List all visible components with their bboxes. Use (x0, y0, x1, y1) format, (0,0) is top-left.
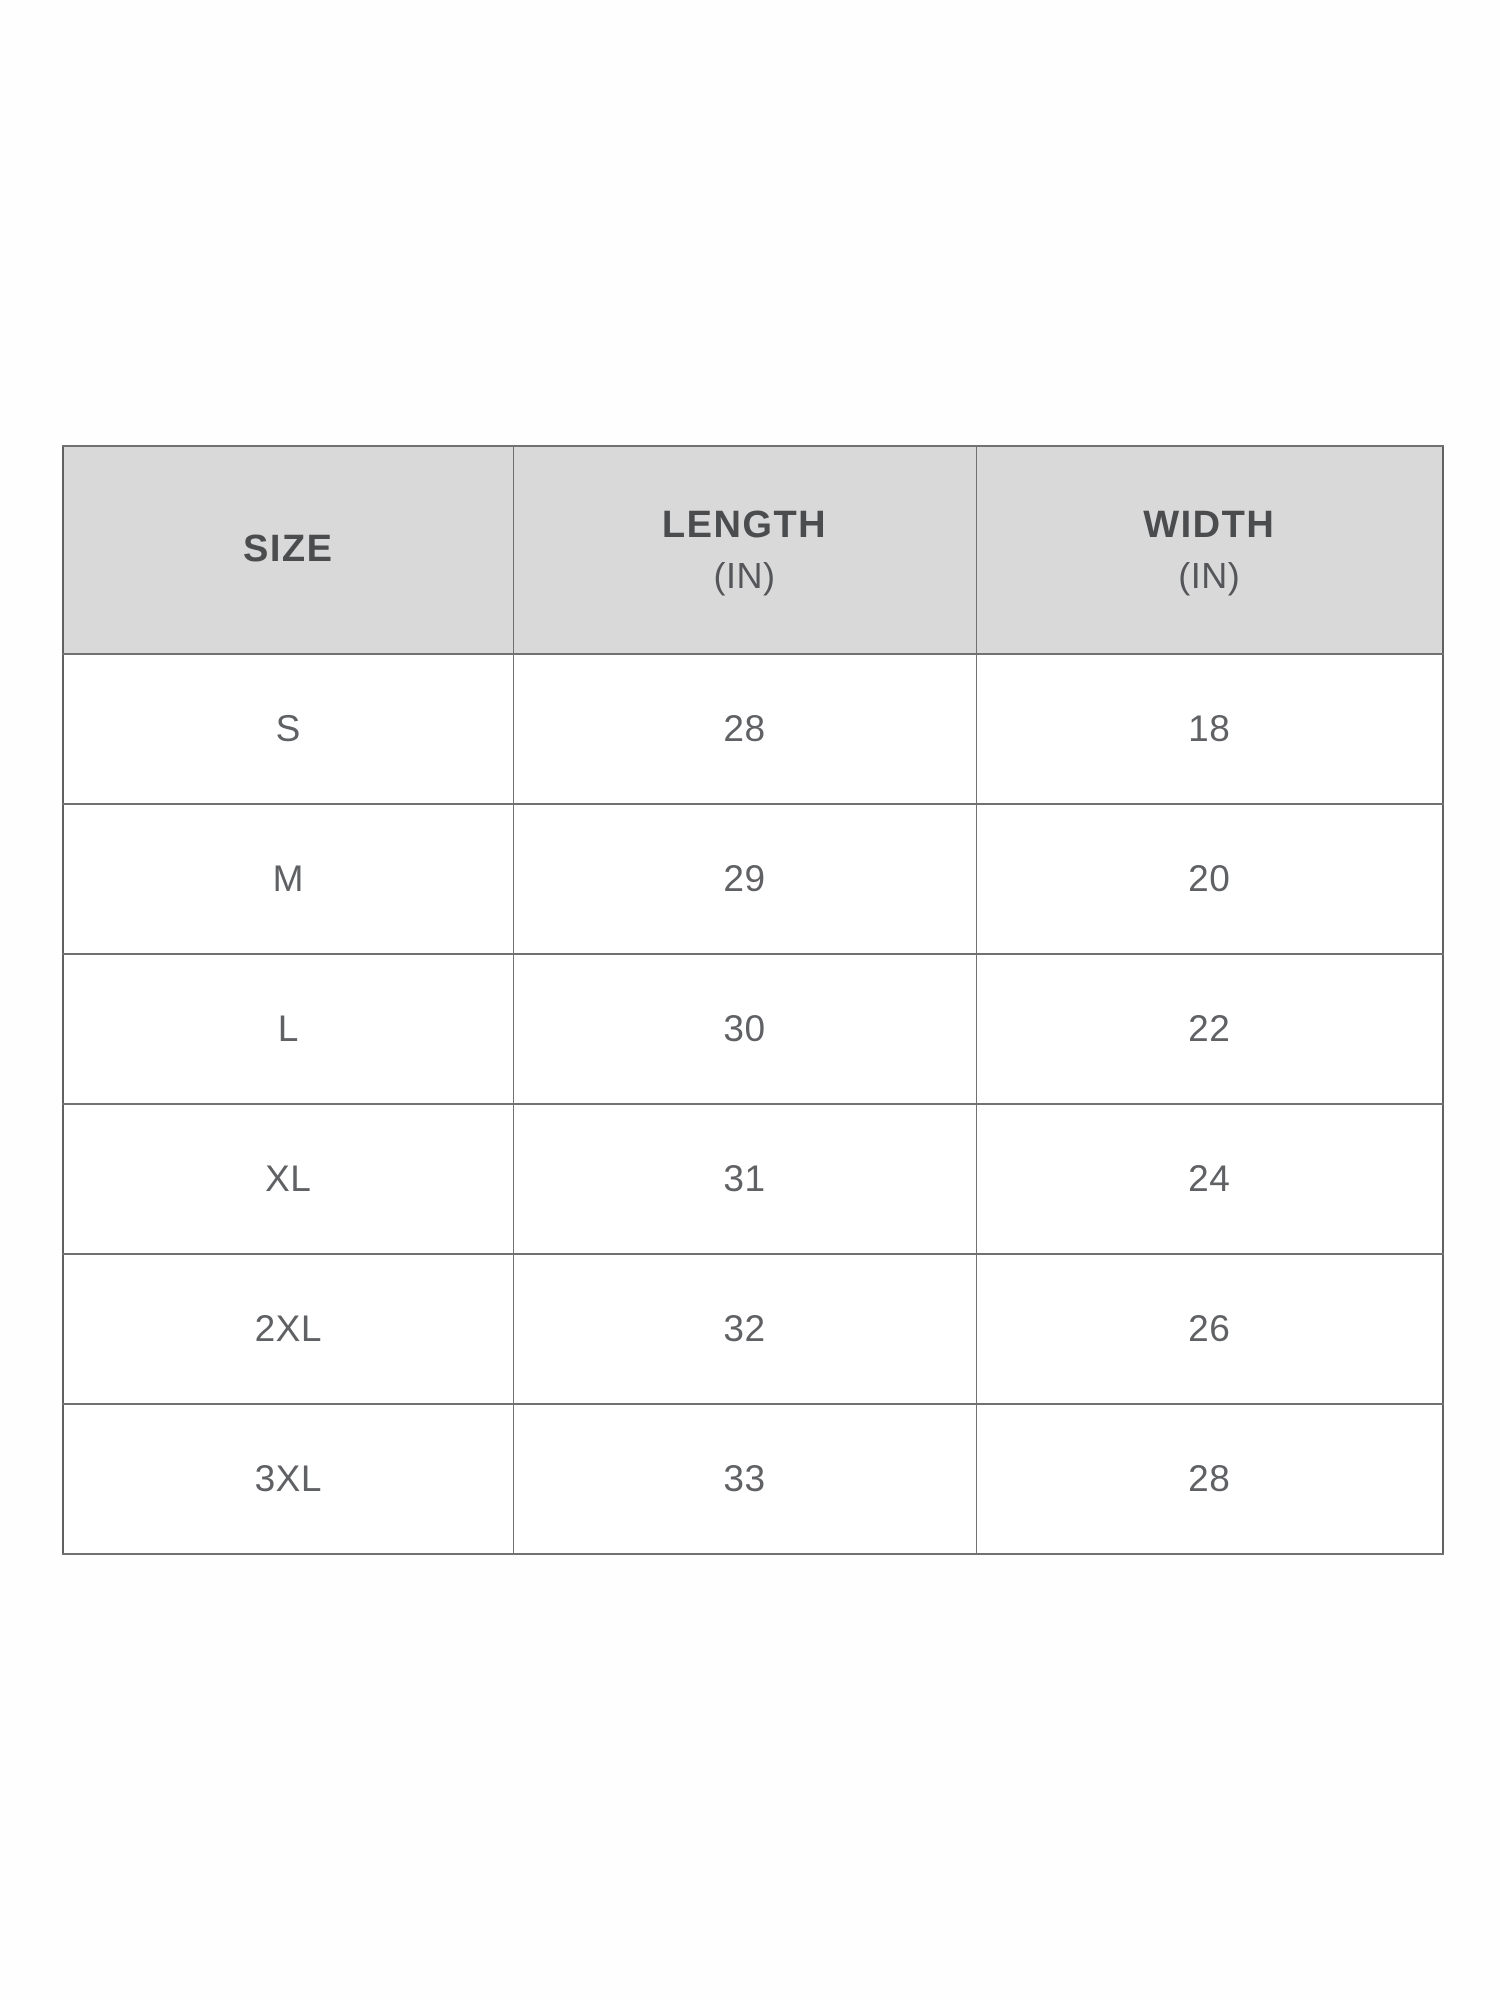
cell-size: S (62, 653, 514, 805)
table-row-xl: XL 31 24 (62, 1103, 1444, 1255)
header-length: LENGTH (IN) (512, 445, 977, 655)
cell-length: 33 (512, 1403, 977, 1555)
cell-width: 26 (975, 1253, 1444, 1405)
cell-length: 29 (512, 803, 977, 955)
header-length-unit: (IN) (713, 555, 776, 597)
header-size: SIZE (62, 445, 514, 655)
cell-size: 3XL (62, 1403, 514, 1555)
cell-width: 18 (975, 653, 1444, 805)
header-row: SIZE LENGTH (IN) WIDTH (IN) (62, 445, 1444, 655)
table-row-3xl: 3XL 33 28 (62, 1403, 1444, 1555)
header-width-label: WIDTH (1143, 503, 1276, 546)
header-length-label: LENGTH (661, 503, 828, 546)
cell-size: L (62, 953, 514, 1105)
header-width: WIDTH (IN) (975, 445, 1444, 655)
cell-length: 28 (512, 653, 977, 805)
cell-size: M (62, 803, 514, 955)
cell-length: 30 (512, 953, 977, 1105)
cell-length: 32 (512, 1253, 977, 1405)
cell-size: XL (62, 1103, 514, 1255)
size-chart-table: SIZE LENGTH (IN) WIDTH (IN) S 28 18 (62, 445, 1444, 1555)
cell-width: 28 (975, 1403, 1444, 1555)
cell-size: 2XL (62, 1253, 514, 1405)
cell-width: 22 (975, 953, 1444, 1105)
header-size-label: SIZE (243, 528, 334, 571)
table-row-2xl: 2XL 32 26 (62, 1253, 1444, 1405)
header-width-unit: (IN) (1178, 555, 1241, 597)
table-row-l: L 30 22 (62, 953, 1444, 1105)
cell-length: 31 (512, 1103, 977, 1255)
table-row-s: S 28 18 (62, 653, 1444, 805)
table-row-m: M 29 20 (62, 803, 1444, 955)
cell-width: 20 (975, 803, 1444, 955)
cell-width: 24 (975, 1103, 1444, 1255)
